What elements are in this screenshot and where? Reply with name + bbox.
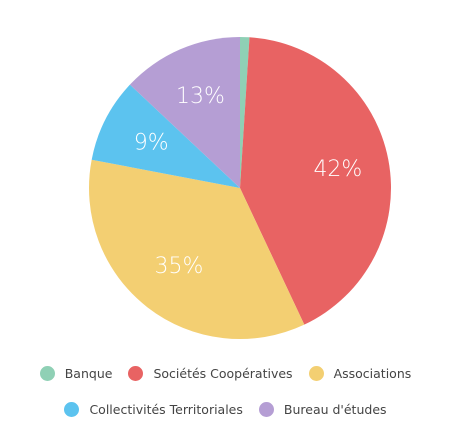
slice-associations[interactable] (89, 159, 305, 339)
data-label-societes-cooperatives: 42% (313, 157, 362, 182)
legend: Banque Sociétés Coopératives Association… (0, 363, 451, 435)
slice-collectivites-territoriales[interactable] (91, 84, 240, 188)
legend-item-bureau-detudes[interactable]: Bureau d'études (258, 401, 387, 417)
data-label-collectivites-territoriales: 9% (134, 130, 169, 155)
legend-swatch-societes-cooperatives (128, 365, 144, 381)
legend-swatch-collectivites-territoriales (64, 401, 80, 417)
data-label-banque: 1% (228, 9, 263, 34)
legend-label-societes-cooperatives: Sociétés Coopératives (153, 365, 293, 381)
legend-row-2: Collectivités Territoriales Bureau d'étu… (0, 399, 451, 419)
legend-label-bureau-detudes: Bureau d'études (283, 401, 387, 417)
legend-item-societes-cooperatives[interactable]: Sociétés Coopératives (128, 365, 293, 381)
pie-slices (89, 37, 391, 339)
legend-swatch-bureau-detudes (258, 401, 274, 417)
slice-banque[interactable] (240, 37, 250, 188)
data-label-bureau-d-etudes: 13% (176, 84, 225, 109)
legend-item-associations[interactable]: Associations (308, 365, 412, 381)
legend-swatch-associations (308, 365, 324, 381)
legend-item-banque[interactable]: Banque (39, 365, 113, 381)
data-label-associations: 35% (154, 254, 203, 279)
legend-label-banque: Banque (64, 365, 113, 381)
legend-item-collectivites-territoriales[interactable]: Collectivités Territoriales (64, 401, 243, 417)
pie-labels: 1% 42% 35% 9% 13% (134, 9, 363, 280)
legend-label-associations: Associations (333, 365, 412, 381)
legend-label-collectivites-territoriales: Collectivités Territoriales (89, 401, 243, 417)
slice-societes-cooperatives[interactable] (240, 37, 391, 325)
legend-swatch-banque (39, 365, 55, 381)
slice-bureau-d-etudes[interactable] (129, 37, 240, 188)
legend-row-1: Banque Sociétés Coopératives Association… (0, 363, 451, 383)
